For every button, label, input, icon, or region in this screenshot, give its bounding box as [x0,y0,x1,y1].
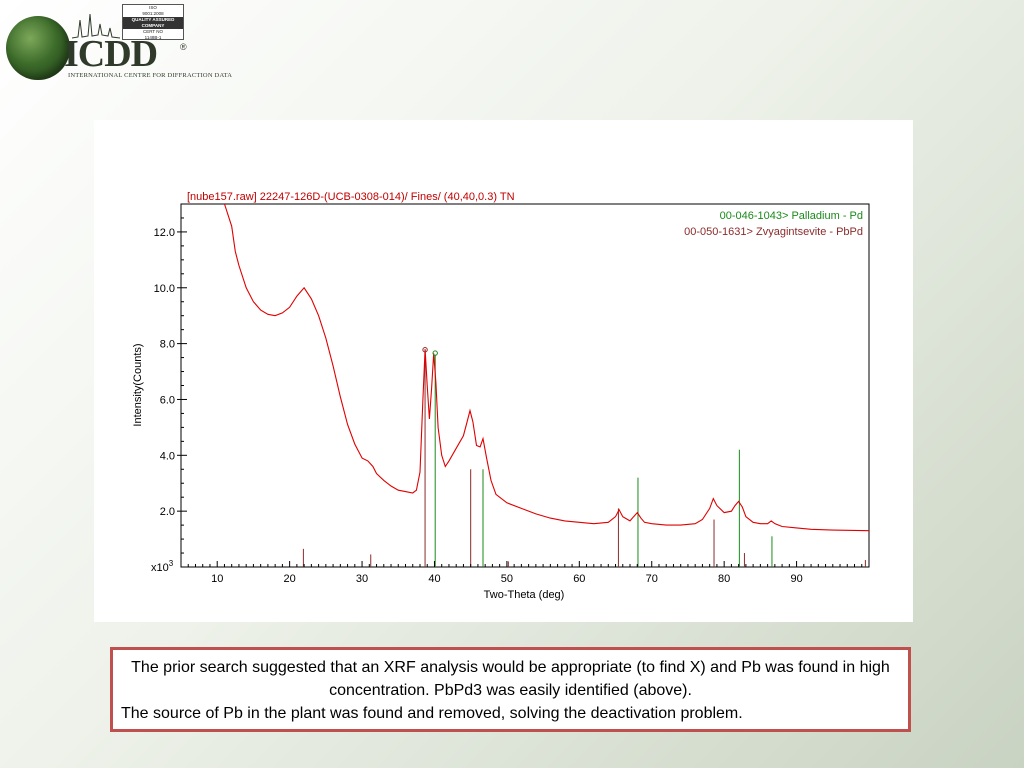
peak-marker [432,350,438,356]
y-multiplier-exp: 3 [169,559,174,568]
y-multiplier: x103 [151,559,174,574]
peak-marker [422,347,428,353]
badge-line: ISO [149,5,157,10]
y-tick-label: 8.0 [160,339,175,351]
globe-icon [6,16,70,80]
x-tick-label: 90 [790,573,802,585]
iso-badge: ISO 9001:2008 QUALITY ASSURED COMPANY CE… [122,4,184,40]
x-tick-label: 10 [211,573,223,585]
x-tick-label: 80 [718,573,730,585]
caption-line-2: The source of Pb in the plant was found … [121,705,743,722]
logo-wordmark: ICDD [64,33,158,75]
x-axis-label: Two-Theta (deg) [484,589,565,601]
caption-box: The prior search suggested that an XRF a… [110,647,911,732]
chart-panel: [nube157.raw] 22247-126D-(UCB-0308-014)/… [94,120,913,622]
y-axis-label: Intensity(Counts) [132,343,144,426]
y-tick-label: 10.0 [154,283,175,295]
peak-markers [422,347,438,356]
y-multiplier-base: x10 [151,562,169,574]
badge-line: CERT NO [142,29,164,34]
x-tick-label: 50 [501,573,513,585]
badge-line: 9001:2008 [142,11,164,16]
y-tick-label: 6.0 [160,394,175,406]
y-axis-ticks: 2.0 4.0 6.0 8.0 10.0 12.0 [154,217,187,554]
legend-pd: 00-046-1043> Palladium - Pd [720,210,863,222]
x-tick-label: 30 [356,573,368,585]
icdd-logo: ISO 9001:2008 QUALITY ASSURED COMPANY CE… [4,2,232,82]
x-axis-ticks: 10 20 30 40 50 60 70 80 90 [187,561,863,585]
diffraction-pattern-line [223,203,870,532]
x-tick-label: 20 [284,573,296,585]
xrd-chart: [nube157.raw] 22247-126D-(UCB-0308-014)/… [132,191,870,601]
badge-line: QUALITY ASSURED COMPANY [123,17,183,29]
x-tick-label: 60 [573,573,585,585]
y-tick-label: 12.0 [154,227,175,239]
chart-title: [nube157.raw] 22247-126D-(UCB-0308-014)/… [187,191,515,203]
caption-line-1: The prior search suggested that an XRF a… [131,659,890,699]
x-tick-label: 70 [646,573,658,585]
x-tick-label: 40 [428,573,440,585]
reference-sticks [302,350,866,567]
y-tick-label: 2.0 [160,506,175,518]
y-tick-label: 4.0 [160,450,175,462]
logo-subtitle: INTERNATIONAL CENTRE FOR DIFFRACTION DAT… [68,72,233,79]
registered-mark: ® [180,42,187,52]
legend-pbpd: 00-050-1631> Zvyagintsevite - PbPd [684,226,863,238]
badge-line: 1148B-1 [144,35,162,40]
spectrum-icon [72,13,120,39]
plot-frame [180,203,870,568]
